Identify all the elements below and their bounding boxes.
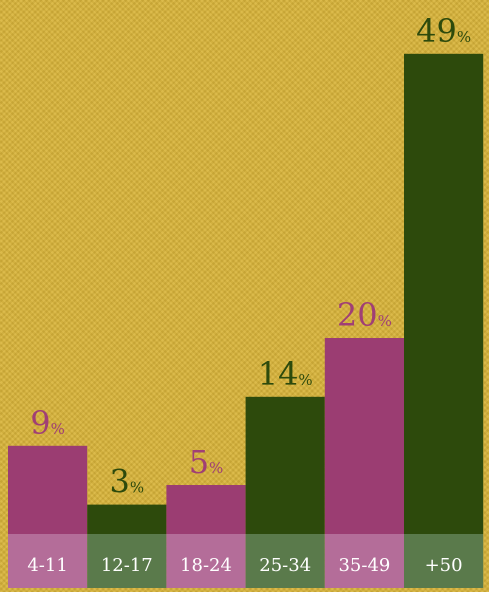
category-label-12-17: 12-17: [101, 555, 153, 576]
value-label-35-49: 20%: [337, 296, 392, 334]
category-label-bg-+50: [404, 534, 484, 588]
category-labels-group: 4-11 12-17 18-24 25-34 35-49 +50: [8, 534, 484, 588]
value-label-25-34: 14%: [258, 355, 313, 393]
category-label-bg-25-34: [245, 534, 325, 588]
category-label-bg-18-24: [166, 534, 246, 588]
bar-12-17: [87, 504, 167, 534]
bar-35-49: [324, 338, 404, 534]
bar-18-24: [166, 485, 246, 534]
value-labels-group: 9% 3% 5% 14% 20% 49%: [30, 12, 471, 501]
category-label-35-49: 35-49: [338, 555, 390, 576]
category-label-25-34: 25-34: [259, 555, 311, 576]
category-label-4-11: 4-11: [27, 555, 67, 576]
category-label-bg-4-11: [8, 534, 88, 588]
value-label-4-11: 9%: [30, 404, 65, 442]
category-label-18-24: 18-24: [180, 555, 232, 576]
category-label-+50: +50: [425, 555, 463, 576]
category-label-bg-35-49: [324, 534, 404, 588]
category-label-bg-12-17: [87, 534, 167, 588]
value-label-12-17: 3%: [109, 463, 144, 501]
value-label-+50: 49%: [416, 12, 471, 50]
bar-4-11: [8, 445, 88, 534]
bar-25-34: [245, 396, 325, 534]
value-label-18-24: 5%: [189, 443, 224, 481]
bar-+50: [404, 53, 484, 535]
bars-group: [8, 53, 484, 535]
